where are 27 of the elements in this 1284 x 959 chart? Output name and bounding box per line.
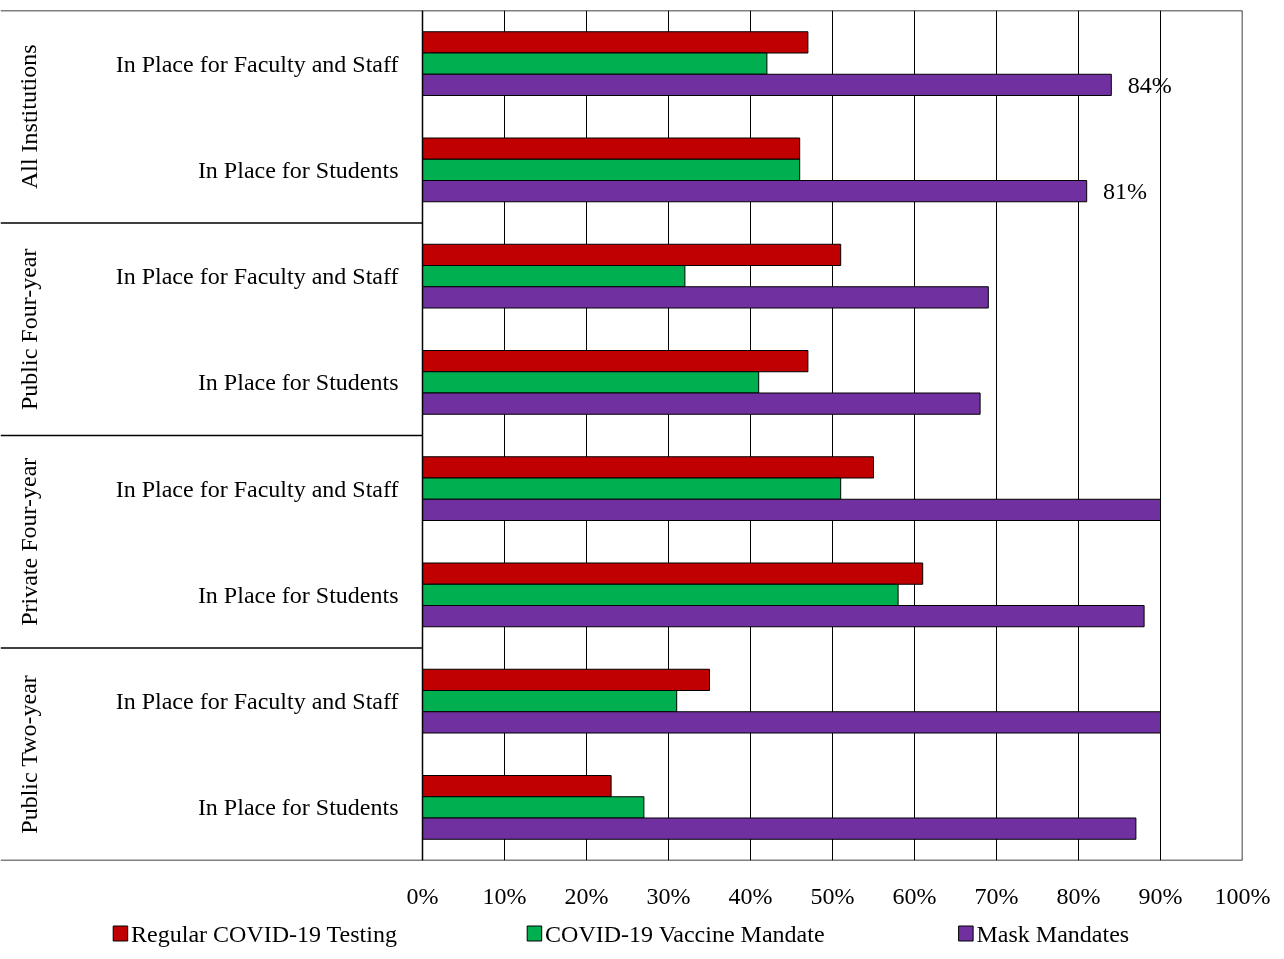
data-label: 81% <box>1103 178 1148 205</box>
y-tick-label: In Place for Students <box>197 794 399 821</box>
text: Public Four-year <box>15 248 42 410</box>
text: Public Two-year <box>15 675 42 834</box>
x-tick-label: 80% <box>1056 882 1101 909</box>
x-tick-label: 70% <box>974 882 1019 909</box>
legend-label: Mask Mandates <box>976 920 1130 947</box>
x-tick-label: 20% <box>564 882 609 909</box>
y-tick-label: In Place for Faculty and Staff <box>115 475 399 502</box>
x-tick-label: 100% <box>1214 882 1271 909</box>
x-tick-label: 30% <box>646 882 691 909</box>
x-tick-label: 40% <box>728 882 773 909</box>
y-tick-label: In Place for Faculty and Staff <box>115 50 399 77</box>
x-tick-label: 90% <box>1138 882 1183 909</box>
legend-label: Regular COVID-19 Testing <box>131 920 397 947</box>
y-tick-label: In Place for Faculty and Staff <box>115 263 399 290</box>
y-tick-label: In Place for Students <box>197 156 399 183</box>
x-tick-label: 50% <box>810 882 855 909</box>
x-tick-label: 60% <box>892 882 937 909</box>
legend-label: COVID-19 Vaccine Mandate <box>545 920 825 947</box>
y-tick-label: In Place for Faculty and Staff <box>115 688 399 715</box>
text: All Institutions <box>15 44 42 190</box>
x-tick-label: 10% <box>482 882 527 909</box>
y-tick-label: In Place for Students <box>197 369 399 396</box>
y-tick-label: In Place for Students <box>197 581 399 608</box>
text: Private Four-year <box>15 457 42 626</box>
x-tick-label: 0% <box>406 882 439 909</box>
